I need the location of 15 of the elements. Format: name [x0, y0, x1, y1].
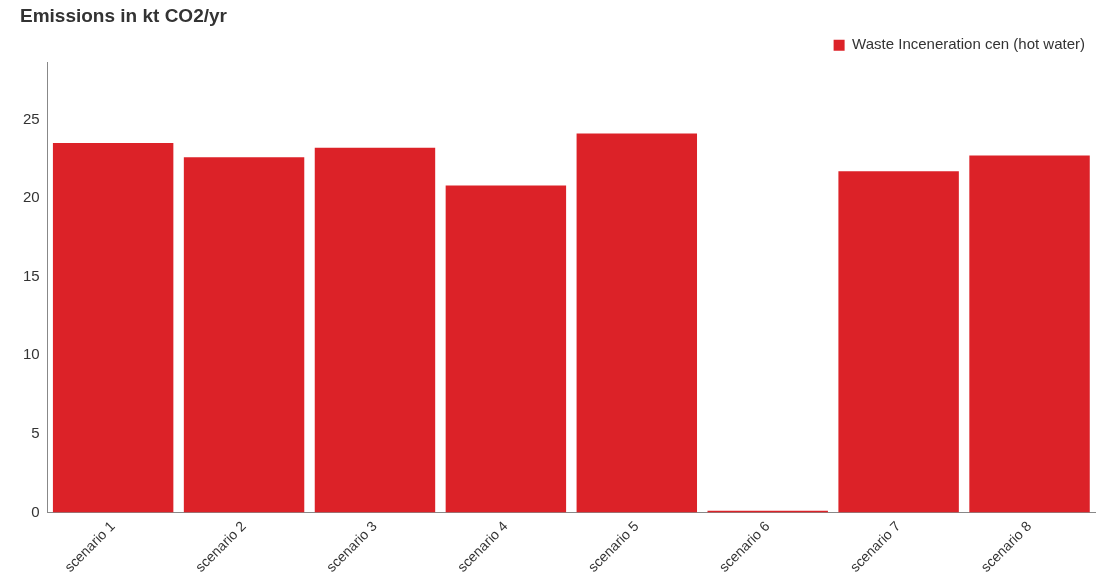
bar	[314, 147, 436, 513]
y-tick-label: 25	[23, 109, 40, 127]
y-tick-label: 15	[23, 266, 40, 284]
y-tick-label: 20	[23, 188, 40, 206]
y-tick-label: 10	[23, 345, 40, 363]
y-tick-label: 5	[31, 423, 40, 441]
bar	[838, 171, 959, 513]
chart-title: Emissions in kt CO2/yr	[20, 4, 228, 26]
bar	[576, 133, 698, 513]
legend-label: Waste Inceneration cen (hot water)	[852, 35, 1085, 53]
bar	[52, 142, 174, 513]
bar	[183, 157, 305, 513]
bar	[445, 185, 567, 513]
bar	[969, 155, 1090, 513]
y-tick-label: 0	[31, 502, 40, 520]
